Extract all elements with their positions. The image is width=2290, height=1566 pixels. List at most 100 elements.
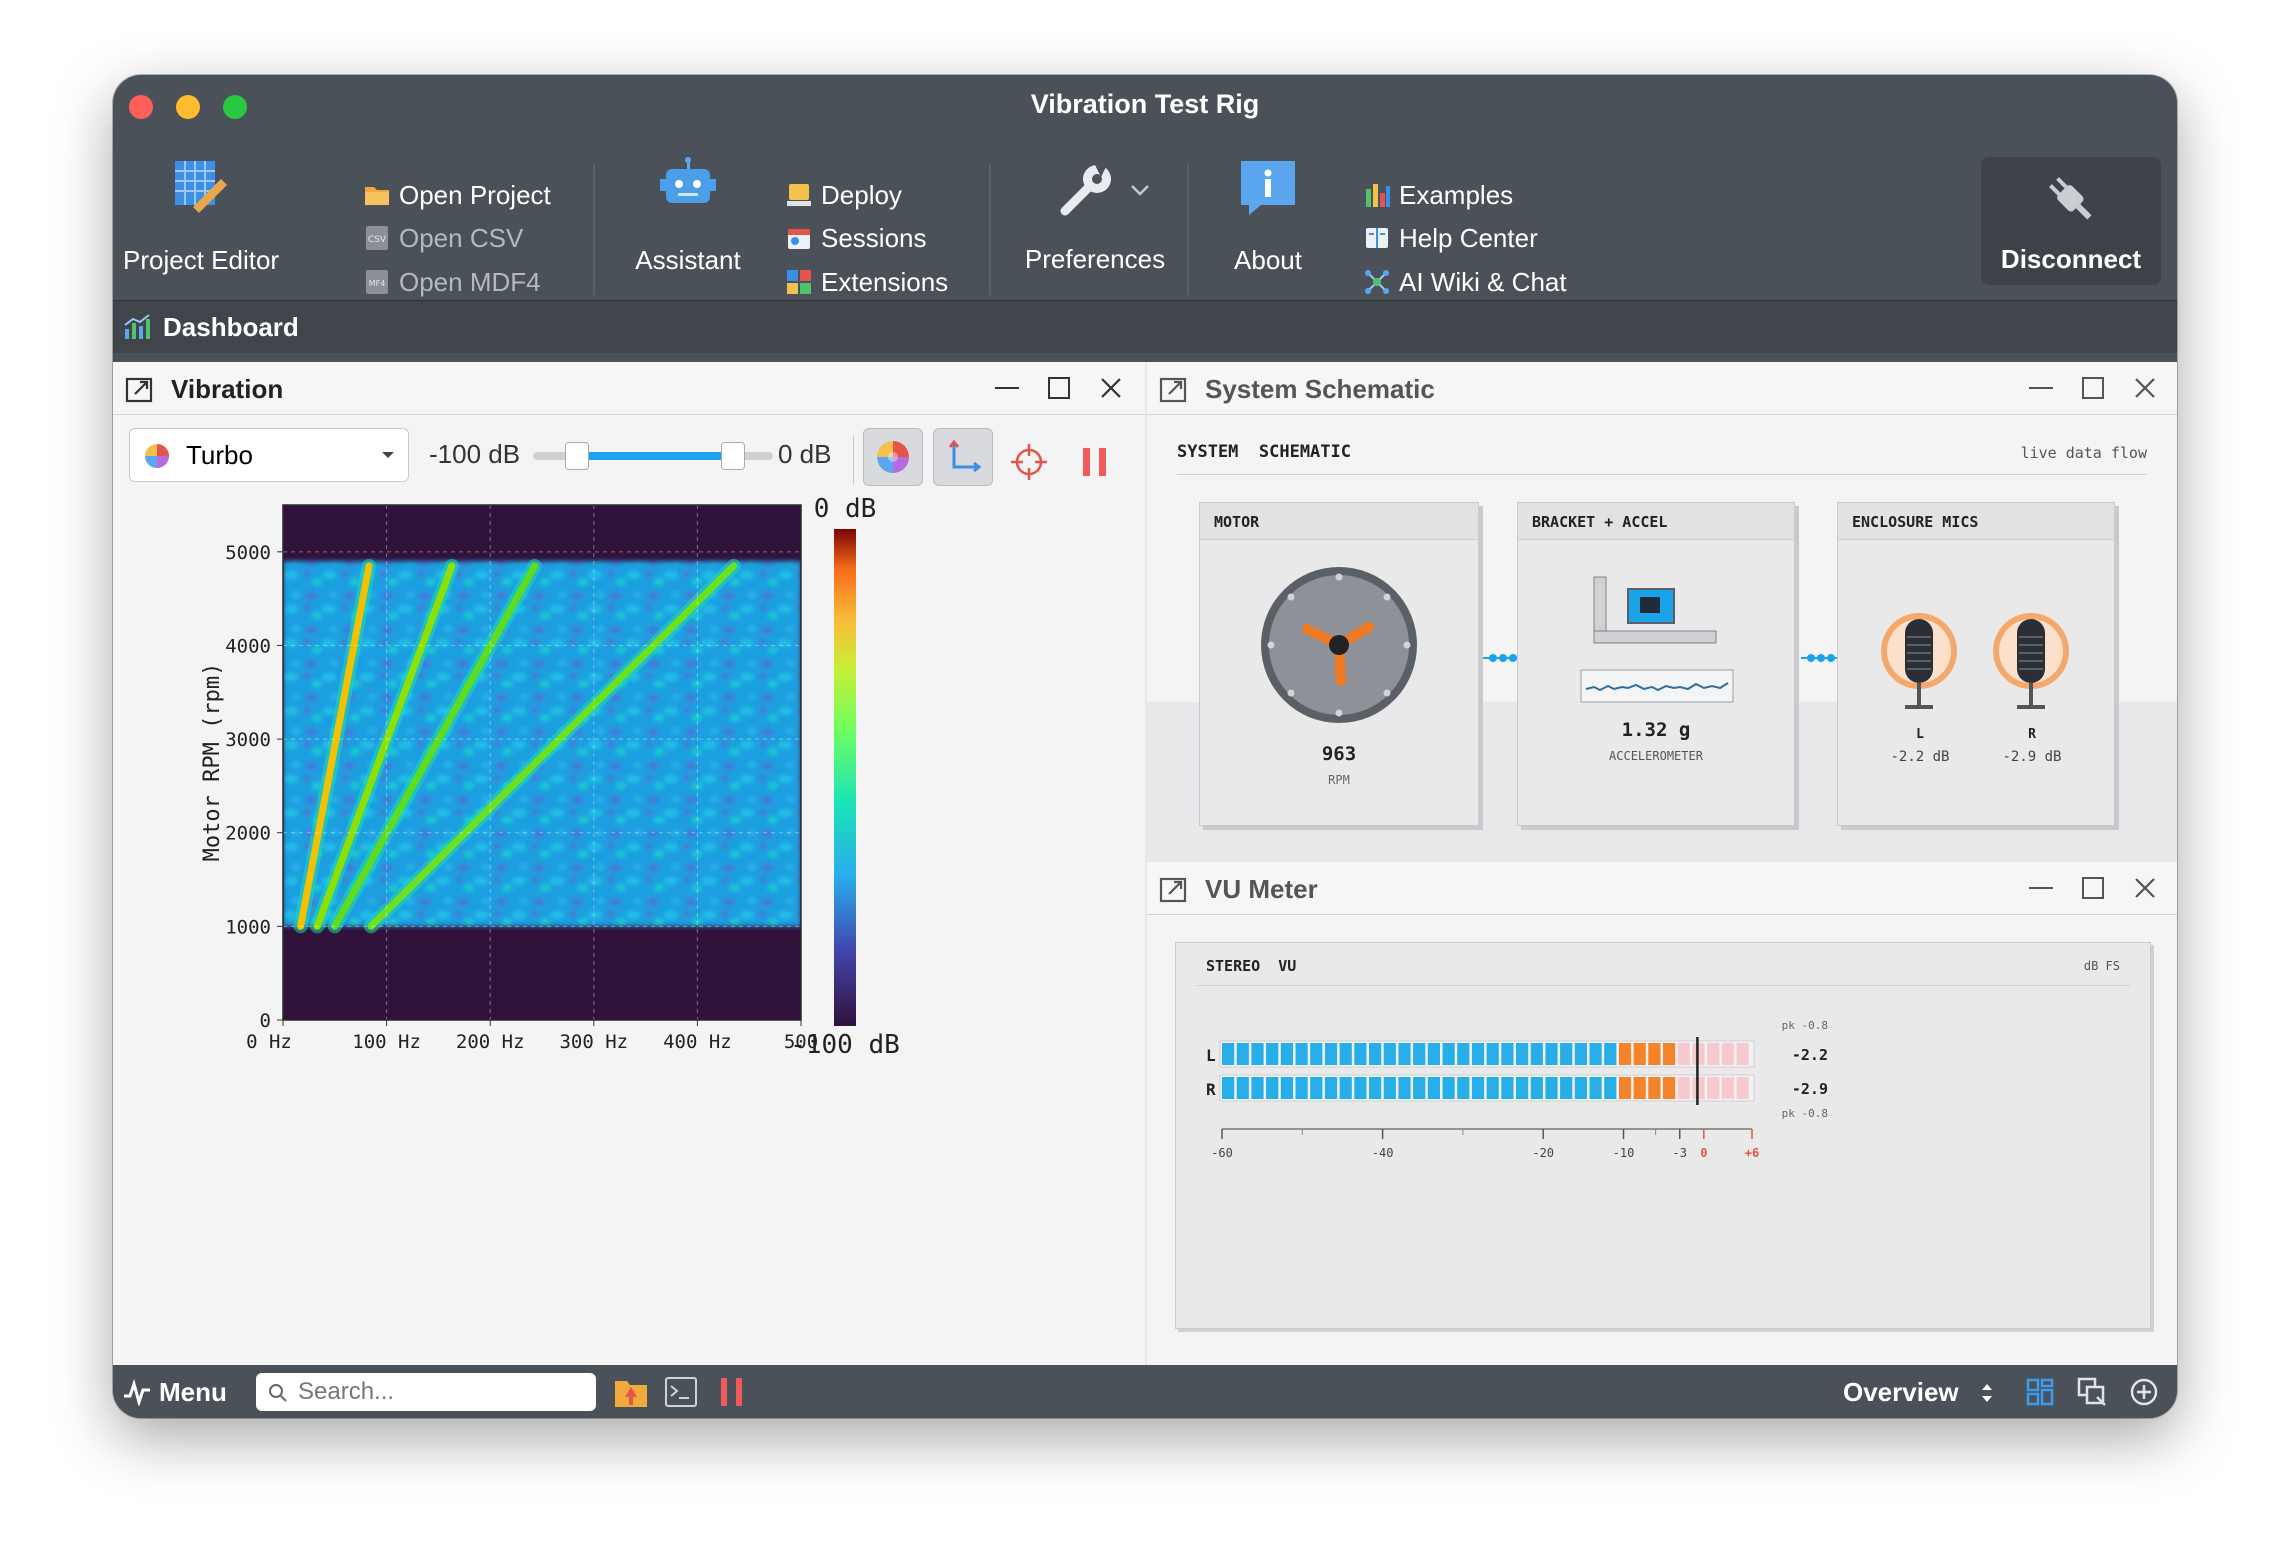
- vu-segment: [1530, 1043, 1543, 1065]
- windows-icon[interactable]: [2077, 1377, 2107, 1407]
- vu-segment: [1545, 1043, 1558, 1065]
- range-low-handle[interactable]: [565, 442, 590, 470]
- y-tick-label: 4000: [225, 635, 271, 657]
- vu-right-value: -2.9: [1792, 1080, 1828, 1098]
- vu-scale-label: -40: [1372, 1146, 1394, 1160]
- range-high-handle[interactable]: [721, 442, 746, 470]
- vu-scale-label: +6: [1745, 1146, 1759, 1160]
- vu-channel-right: [1219, 1071, 1755, 1105]
- close-panel-icon[interactable]: [2129, 372, 2161, 404]
- vu-segment: [1427, 1043, 1440, 1065]
- maximize-panel-icon[interactable]: [1043, 372, 1075, 404]
- ai-wiki-chat-button[interactable]: AI Wiki & Chat: [1363, 262, 1567, 302]
- axis-toggle-button[interactable]: [933, 428, 993, 486]
- motor-rpm-unit: RPM: [1328, 773, 1350, 787]
- terminal-icon[interactable]: [665, 1377, 697, 1407]
- minimize-panel-icon[interactable]: [2025, 872, 2057, 904]
- pause-icon[interactable]: [1079, 446, 1111, 478]
- popout-icon[interactable]: [1159, 374, 1189, 404]
- vu-segment: [1457, 1043, 1470, 1065]
- colormap-select[interactable]: Turbo: [129, 428, 409, 482]
- schematic-header-right: live data flow: [2020, 444, 2147, 462]
- extensions-icon: [787, 270, 811, 294]
- colormap-toggle-button[interactable]: [863, 428, 923, 486]
- minimize-panel-icon[interactable]: [2025, 372, 2057, 404]
- vu-segment: [1574, 1043, 1587, 1065]
- close-panel-icon[interactable]: [2129, 872, 2161, 904]
- project-editor-icon: [175, 161, 227, 213]
- vu-segment: [1707, 1077, 1720, 1099]
- pause-icon[interactable]: [718, 1377, 746, 1407]
- popout-icon[interactable]: [125, 374, 155, 404]
- examples-icon: [1366, 184, 1390, 207]
- x-tick-label: 0 Hz: [246, 1031, 292, 1053]
- popout-icon[interactable]: [1159, 874, 1189, 904]
- toolbar-separator: [989, 165, 991, 295]
- crosshair-icon[interactable]: [1009, 442, 1049, 482]
- vu-segment: [1266, 1077, 1279, 1099]
- zoom-window-button[interactable]: [223, 95, 247, 119]
- close-window-button[interactable]: [129, 95, 153, 119]
- close-panel-icon[interactable]: [1095, 372, 1127, 404]
- mics-card-title: ENCLOSURE MICS: [1852, 513, 1979, 531]
- vu-segment: [1266, 1043, 1279, 1065]
- vibration-panel: Vibration Turbo -100 dB 0 dB: [113, 362, 1145, 1365]
- range-slider[interactable]: [533, 442, 773, 470]
- range-max-label: 0 dB: [778, 439, 832, 469]
- layout-grid-icon[interactable]: [2025, 1377, 2055, 1407]
- add-icon[interactable]: [2129, 1377, 2159, 1407]
- view-select-value: Overview: [1843, 1377, 1959, 1407]
- vu-panel-title: VU Meter: [1205, 874, 1318, 904]
- vu-panel-header: VU Meter: [1147, 862, 2177, 915]
- help-book-icon: [1366, 228, 1388, 248]
- vu-segment: [1369, 1077, 1382, 1099]
- vu-segment: [1618, 1077, 1632, 1099]
- menu-label: Menu: [159, 1377, 227, 1407]
- axes-icon: [948, 439, 982, 473]
- search-placeholder: Search...: [298, 1378, 395, 1405]
- vu-segment: [1236, 1077, 1249, 1099]
- help-center-button[interactable]: Help Center: [1363, 218, 1538, 258]
- preferences-button[interactable]: Preferences: [1005, 135, 1185, 275]
- controls-separator: [853, 436, 854, 484]
- open-csv-button[interactable]: CSV Open CSV: [363, 218, 523, 258]
- project-editor-button[interactable]: Project Editor: [123, 135, 279, 275]
- vu-segment: [1236, 1043, 1249, 1065]
- y-tick-label: 0: [260, 1010, 271, 1032]
- vu-scale-label: -10: [1613, 1146, 1635, 1160]
- vu-segment: [1280, 1077, 1293, 1099]
- vu-segment: [1604, 1043, 1617, 1065]
- sessions-button[interactable]: Sessions: [785, 218, 927, 258]
- vu-segment: [1324, 1077, 1338, 1099]
- about-button[interactable]: About: [1203, 135, 1333, 275]
- project-folder-icon[interactable]: [613, 1375, 649, 1409]
- deploy-button[interactable]: Deploy: [785, 175, 902, 215]
- disconnect-button[interactable]: Disconnect: [1981, 157, 2161, 285]
- assistant-button[interactable]: Assistant: [618, 135, 758, 275]
- vu-header-left: STEREO VU: [1206, 957, 1297, 975]
- search-input[interactable]: Search...: [256, 1373, 596, 1411]
- maximize-panel-icon[interactable]: [2077, 872, 2109, 904]
- open-project-button[interactable]: Open Project: [363, 175, 551, 215]
- toolbar-separator: [593, 165, 595, 295]
- minimize-panel-icon[interactable]: [991, 372, 1023, 404]
- preferences-label: Preferences: [1024, 244, 1166, 274]
- vu-segment: [1442, 1043, 1455, 1065]
- view-select[interactable]: Overview: [1843, 1373, 1992, 1411]
- info-icon: [1241, 161, 1295, 215]
- extensions-button[interactable]: Extensions: [785, 262, 948, 302]
- examples-button[interactable]: Examples: [1363, 175, 1513, 215]
- chevron-down-icon: [1131, 185, 1149, 196]
- folder-icon: [365, 187, 389, 205]
- accel-waveform: [1580, 669, 1734, 703]
- open-mdf4-button[interactable]: MF4 Open MDF4: [363, 262, 541, 302]
- x-tick-label: 100 Hz: [352, 1031, 421, 1053]
- range-slider-fill: [576, 452, 733, 460]
- minimize-window-button[interactable]: [176, 95, 200, 119]
- vu-segment: [1560, 1077, 1573, 1099]
- maximize-panel-icon[interactable]: [2077, 372, 2109, 404]
- vibration-controls: Turbo -100 dB 0 dB: [113, 414, 1145, 486]
- range-min-label: -100 dB: [429, 439, 521, 469]
- vu-segment: [1251, 1043, 1264, 1065]
